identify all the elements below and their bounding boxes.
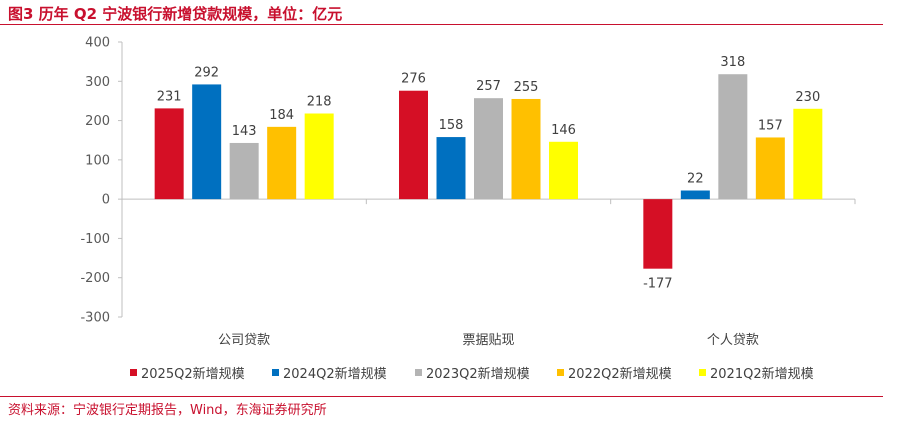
data-label: 292 — [194, 65, 219, 80]
y-tick-label: 200 — [85, 114, 110, 129]
bar — [192, 84, 222, 200]
legend-label: 2021Q2新增规模 — [710, 366, 814, 382]
data-label: -177 — [643, 277, 673, 292]
y-tick-label: -100 — [80, 232, 110, 247]
data-label: 184 — [269, 108, 294, 123]
bar — [793, 108, 823, 200]
legend-swatch — [557, 369, 564, 376]
axes: -300 -200 -100 0 100 200 300 400 公司贷款 票据贴现 个人贷款 — [80, 36, 856, 348]
data-label: 318 — [720, 55, 745, 70]
title-rule — [0, 24, 883, 25]
x-category-label: 个人贷款 — [707, 333, 759, 348]
data-label: 276 — [401, 72, 426, 87]
legend-swatch — [699, 369, 706, 376]
data-label: 146 — [551, 123, 576, 138]
data-label: 255 — [514, 80, 539, 95]
bar — [229, 142, 259, 200]
bar — [643, 199, 673, 269]
y-tick-label: 100 — [85, 153, 110, 168]
data-label: 218 — [307, 95, 332, 110]
data-label: 158 — [439, 118, 464, 133]
y-tick-label: -300 — [80, 311, 110, 326]
bars — [154, 74, 823, 269]
y-tick-label: -200 — [80, 271, 110, 286]
data-label: 22 — [687, 172, 704, 187]
data-label: 143 — [232, 124, 257, 139]
x-category-label: 公司贷款 — [218, 333, 270, 348]
bottom-rule — [0, 396, 883, 397]
bar — [511, 98, 541, 200]
figure-title: 图3 历年 Q2 宁波银行新增贷款规模，单位：亿元 — [8, 5, 343, 23]
bar — [680, 190, 710, 200]
bar — [718, 74, 748, 200]
bar — [154, 108, 184, 200]
bar — [474, 98, 503, 200]
data-labels: 231 292 143 184 218 276 158 257 255 146 -177 22 318 1… — [157, 55, 820, 291]
x-category-label: 票据贴现 — [462, 333, 514, 348]
bar — [399, 90, 428, 200]
bar — [755, 137, 785, 200]
bar — [436, 137, 466, 200]
y-tick-label: 0 — [102, 193, 110, 208]
source-note: 资料来源：宁波银行定期报告，Wind，东海证券研究所 — [8, 403, 327, 418]
legend-label: 2022Q2新增规模 — [568, 366, 672, 382]
bar — [549, 141, 578, 200]
data-label: 230 — [795, 90, 820, 105]
data-label: 231 — [157, 89, 182, 104]
legend-swatch — [272, 369, 279, 376]
legend-label: 2025Q2新增规模 — [141, 366, 245, 382]
data-label: 157 — [758, 118, 783, 133]
y-tick-label: 400 — [85, 36, 110, 51]
legend: 2025Q2新增规模 2024Q2新增规模 2023Q2新增规模 2022Q2新增规模… — [130, 366, 814, 382]
legend-swatch — [130, 369, 137, 376]
y-tick-label: 300 — [85, 75, 110, 90]
legend-label: 2024Q2新增规模 — [283, 366, 387, 382]
legend-label: 2023Q2新增规模 — [426, 366, 530, 382]
bar — [267, 126, 297, 200]
bar — [304, 113, 334, 200]
data-label: 257 — [476, 79, 501, 94]
legend-swatch — [415, 369, 422, 376]
